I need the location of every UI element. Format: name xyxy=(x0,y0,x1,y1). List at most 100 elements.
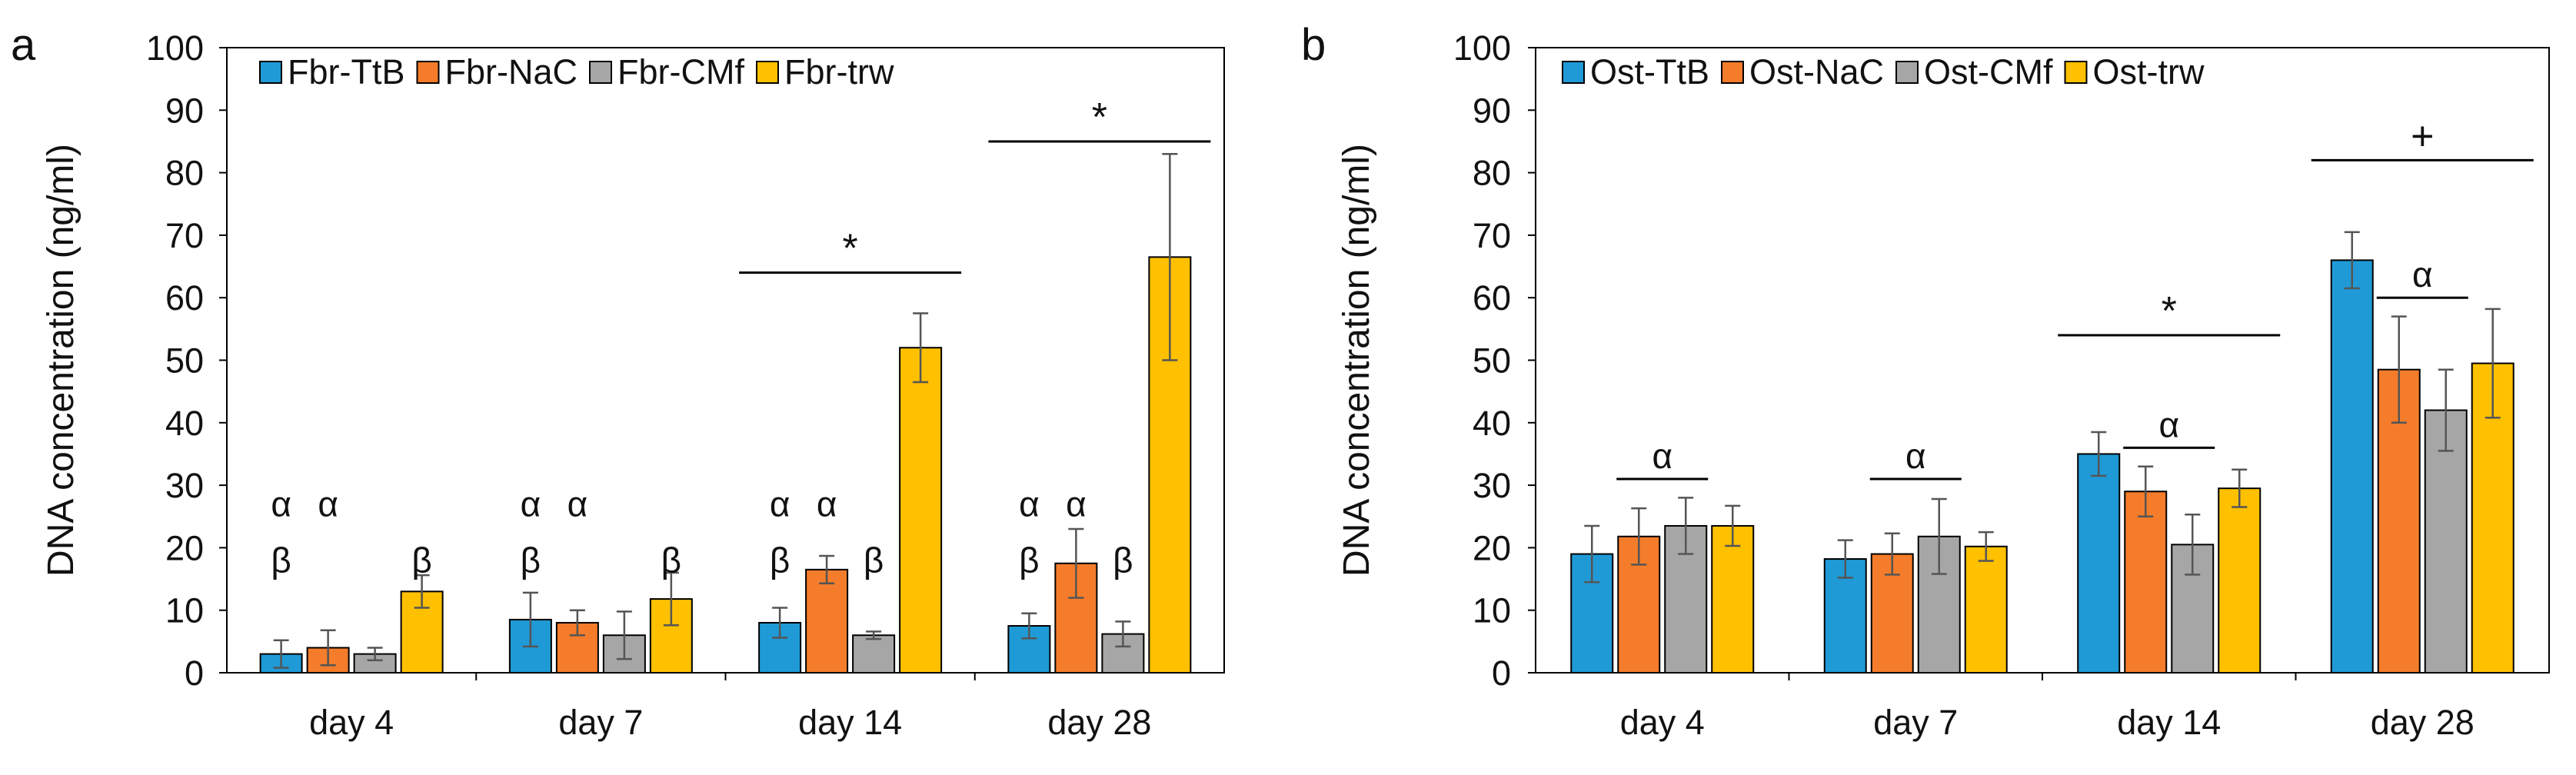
legend-label: Ost-trw xyxy=(2093,52,2205,91)
y-tick-label: 80 xyxy=(165,154,204,193)
x-tick-label: day 7 xyxy=(1873,703,1958,742)
significance-symbol: * xyxy=(2162,289,2177,334)
significance-letter: α xyxy=(521,484,541,524)
legend-swatch xyxy=(1721,61,1744,84)
significance-symbol: * xyxy=(843,227,858,271)
significance-symbol: α xyxy=(2412,254,2433,294)
series-fbr-nac xyxy=(306,527,1098,674)
y-tick-label: 0 xyxy=(185,654,204,693)
significance-symbol: + xyxy=(2411,114,2434,158)
legend-label: Ost-TtB xyxy=(1590,52,1709,91)
y-tick-label: 70 xyxy=(1473,216,1511,255)
significance-letter: α xyxy=(1066,484,1087,524)
bar xyxy=(852,634,896,674)
legend-label: Fbr-TtB xyxy=(288,52,405,91)
significance-letter: α xyxy=(1019,484,1040,524)
y-tick-label: 10 xyxy=(165,591,204,630)
series-ost-trw xyxy=(1711,308,2514,674)
bar xyxy=(805,568,849,674)
bar xyxy=(555,621,599,674)
y-axis-label: DNA concentration (ng/ml) xyxy=(41,144,82,577)
significance-letter: α xyxy=(567,484,588,524)
y-tick-label: 0 xyxy=(1492,654,1511,693)
bar xyxy=(1101,633,1145,674)
significance-symbol: α xyxy=(1652,436,1672,476)
x-tick-label: day 7 xyxy=(558,703,643,742)
legend-swatch xyxy=(589,61,613,84)
y-tick-label: 50 xyxy=(165,341,204,381)
panel-label: b xyxy=(1301,20,1326,70)
y-axis-label: DNA concentration (ng/ml) xyxy=(1336,144,1377,577)
x-tick-label: day 14 xyxy=(798,703,902,742)
significance-letter: β xyxy=(864,541,884,580)
legend-label: Fbr-trw xyxy=(784,52,894,91)
significance-letter: α xyxy=(271,484,291,524)
x-tick-label: day 28 xyxy=(1047,703,1151,742)
y-tick-label: 90 xyxy=(1473,91,1511,130)
bar xyxy=(2124,491,2168,674)
y-tick-label: 70 xyxy=(165,216,204,255)
bar xyxy=(899,347,943,674)
legend: Fbr-TtB Fbr-NaC Fbr-CMf Fbr-trw xyxy=(259,52,894,91)
bar xyxy=(1964,545,2008,674)
y-tick-label: 100 xyxy=(1453,28,1511,68)
significance-letter: α xyxy=(318,484,338,524)
y-tick-label: 50 xyxy=(1473,341,1511,381)
significance-letter: β xyxy=(770,541,790,580)
significance-symbol: α xyxy=(2158,404,2179,444)
significance-letter: β xyxy=(271,541,291,580)
y-tick-label: 90 xyxy=(165,91,204,130)
y-tick-label: 40 xyxy=(165,404,204,443)
significance-symbol: α xyxy=(1905,436,1926,476)
y-tick-label: 30 xyxy=(1473,466,1511,505)
legend-swatch xyxy=(756,61,779,84)
legend-swatch xyxy=(2064,61,2088,84)
significance-letter: β xyxy=(411,541,431,580)
y-tick-label: 20 xyxy=(165,528,204,567)
y-tick-label: 40 xyxy=(1473,404,1511,443)
series-ost-nac xyxy=(1617,315,2421,674)
panel-label: a xyxy=(11,20,36,70)
legend-swatch xyxy=(1895,61,1919,84)
series-fbr-ttb xyxy=(259,591,1051,674)
x-tick-label: day 28 xyxy=(2371,703,2474,742)
significance-symbol: * xyxy=(1092,95,1107,140)
panel-a: a 0 10 20 30 40 50 60 70 80 90 100 DNA concentration… xyxy=(11,20,1225,742)
x-tick-label: day 4 xyxy=(309,703,394,742)
bar xyxy=(2330,259,2374,674)
legend: Ost-TtB Ost-NaC Ost-CMf Ost-trw xyxy=(1562,52,2205,91)
y-tick-label: 60 xyxy=(1473,278,1511,318)
series-fbr-trw xyxy=(400,152,1192,674)
legend-label: Fbr-CMf xyxy=(617,52,744,91)
panel-b: b 0 10 20 30 40 50 60 70 80 90 100 DNA concentration… xyxy=(1301,20,2550,742)
significance-letter: α xyxy=(770,484,790,524)
y-tick-label: 10 xyxy=(1473,591,1511,630)
series-ost-ttb xyxy=(1570,231,2374,674)
legend-swatch xyxy=(259,61,282,84)
y-tick-label: 60 xyxy=(165,278,204,318)
y-tick-label: 30 xyxy=(165,466,204,505)
bar xyxy=(1711,524,1755,674)
y-tick-label: 20 xyxy=(1473,528,1511,567)
legend-label: Fbr-NaC xyxy=(445,52,578,91)
bar xyxy=(2077,453,2121,674)
legend-label: Ost-CMf xyxy=(1924,52,2053,91)
x-tick-label: day 14 xyxy=(2117,703,2221,742)
legend-swatch xyxy=(1562,61,1585,84)
significance-letter: α xyxy=(817,484,837,524)
y-tick-label: 80 xyxy=(1473,154,1511,193)
significance-letter: β xyxy=(1019,541,1039,580)
significance-letter: β xyxy=(521,541,541,580)
bar xyxy=(2218,487,2261,674)
series-ost-cmf xyxy=(1664,368,2468,674)
y-tick-label: 100 xyxy=(146,28,204,68)
bar xyxy=(2424,409,2468,674)
legend-label: Ost-NaC xyxy=(1749,52,1884,91)
significance-letter: β xyxy=(1113,541,1133,580)
x-tick-label: day 4 xyxy=(1620,703,1705,742)
bar xyxy=(1007,625,1051,674)
significance-letter: β xyxy=(661,541,681,580)
legend-swatch xyxy=(416,61,440,84)
series-fbr-cmf xyxy=(353,610,1145,674)
